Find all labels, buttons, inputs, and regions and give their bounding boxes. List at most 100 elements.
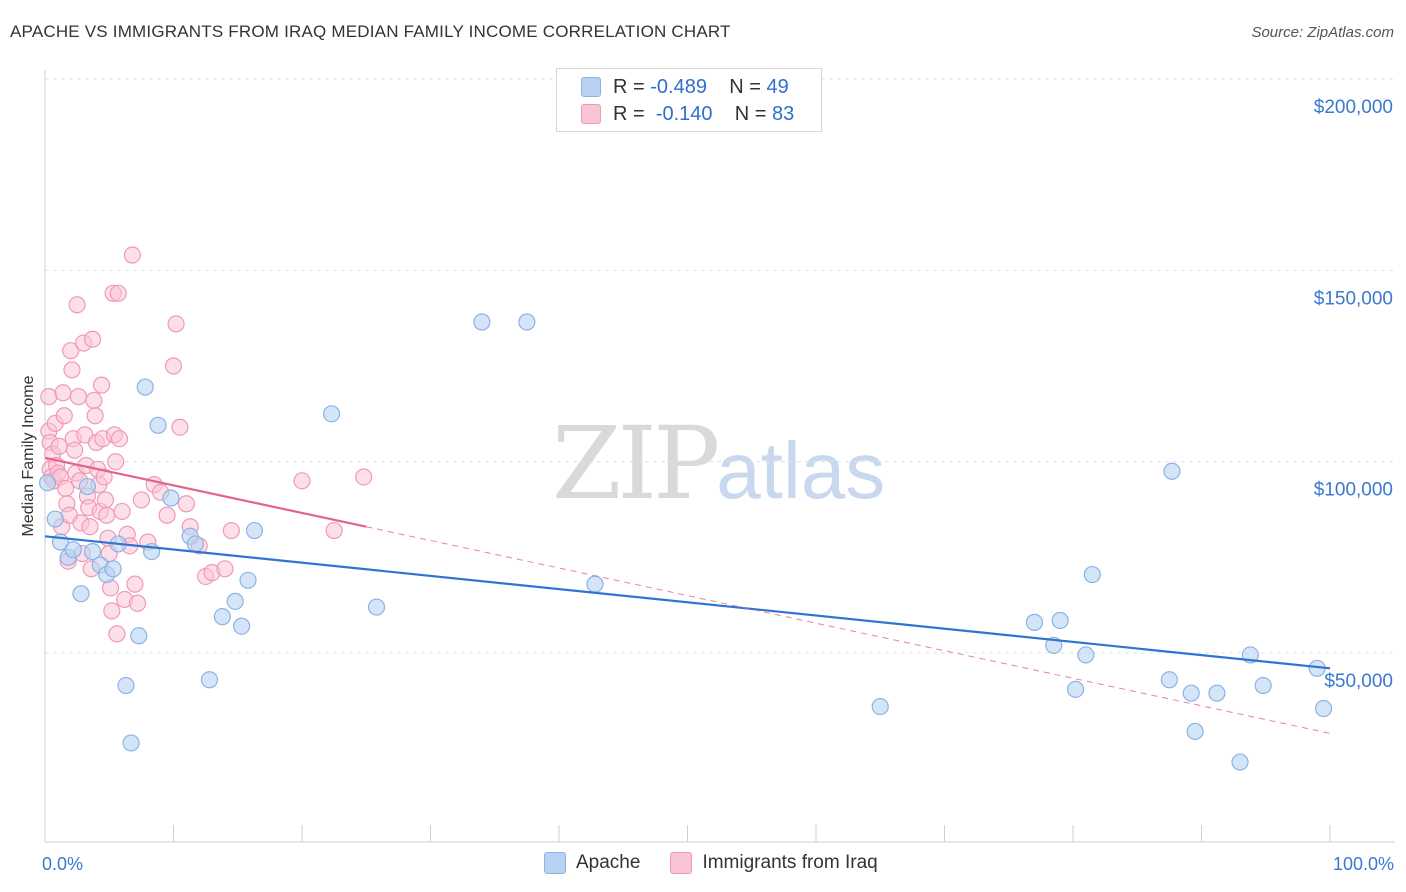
- data-point-apache: [1254, 676, 1272, 695]
- data-point-iraq: [68, 296, 86, 314]
- watermark-zip: ZIP: [552, 405, 720, 522]
- y-tick-label: $150,000: [1314, 288, 1393, 309]
- legend-n-value: 83: [772, 102, 795, 125]
- legend-item-iraq[interactable]: Immigrants from Iraq: [670, 852, 878, 874]
- data-point-apache: [1314, 699, 1333, 718]
- legend-row-iraq: R = -0.140 N = 83: [581, 101, 794, 127]
- data-point-iraq: [216, 560, 234, 578]
- data-point-iraq: [83, 330, 102, 348]
- legend-n-label: N =: [729, 75, 761, 98]
- data-point-apache: [104, 560, 122, 578]
- data-point-apache: [1186, 722, 1204, 741]
- data-point-apache: [46, 510, 64, 528]
- data-point-iraq: [96, 491, 114, 509]
- data-point-apache: [64, 541, 82, 559]
- y-tick-label: $50,000: [1324, 671, 1393, 692]
- data-point-iraq: [92, 376, 111, 394]
- y-tick-label: $200,000: [1314, 97, 1393, 118]
- x-tick-label: 0.0%: [42, 854, 83, 874]
- data-point-iraq: [108, 625, 126, 643]
- data-point-iraq: [56, 479, 75, 498]
- data-point-iraq: [55, 407, 73, 425]
- data-point-apache: [78, 477, 97, 496]
- data-point-iraq: [164, 357, 183, 375]
- data-point-apache: [1182, 684, 1200, 702]
- y-axis-label: Median Family Income: [20, 375, 37, 536]
- data-point-apache: [239, 571, 257, 589]
- source-label: Source: ZipAtlas.com: [1251, 24, 1394, 41]
- data-point-apache: [1160, 671, 1178, 689]
- data-point-iraq: [171, 418, 189, 436]
- data-point-iraq: [107, 453, 125, 471]
- legend-r-label: R =: [613, 102, 645, 125]
- data-point-iraq: [103, 602, 121, 620]
- stats-legend: R = -0.489 N = 49 R = -0.140 N = 83: [556, 68, 822, 132]
- data-point-apache: [1231, 753, 1249, 771]
- trend-line-iraq-extension: [366, 526, 1331, 734]
- legend-label-apache: Apache: [576, 852, 641, 873]
- x-tick-label: 100.0%: [1333, 854, 1394, 874]
- data-point-iraq: [69, 388, 88, 406]
- data-point-iraq: [95, 468, 113, 486]
- data-point-iraq: [126, 575, 144, 593]
- data-point-apache: [186, 535, 204, 553]
- legend-swatch-iraq: [670, 852, 693, 874]
- data-point-apache: [1208, 684, 1226, 702]
- data-point-apache: [38, 474, 57, 492]
- legend-item-apache[interactable]: Apache: [544, 852, 640, 874]
- data-point-apache: [586, 575, 604, 593]
- legend-swatch-apache: [581, 77, 601, 97]
- data-point-apache: [213, 608, 231, 626]
- data-point-iraq: [86, 407, 104, 425]
- legend-swatch-iraq: [581, 104, 601, 124]
- data-point-iraq: [65, 441, 84, 459]
- data-point-apache: [149, 416, 167, 434]
- data-point-iraq: [40, 388, 58, 406]
- watermark-atlas: atlas: [716, 426, 886, 515]
- data-point-apache: [130, 627, 148, 645]
- data-point-apache: [72, 585, 90, 603]
- data-point-apache: [1051, 611, 1069, 630]
- data-point-apache: [162, 489, 180, 507]
- data-point-apache: [1077, 646, 1095, 664]
- trend-line-iraq: [44, 456, 367, 528]
- legend-swatch-apache: [544, 852, 566, 874]
- data-point-iraq: [128, 594, 147, 612]
- data-point-iraq: [355, 468, 373, 486]
- data-point-iraq: [54, 384, 72, 402]
- data-point-iraq: [98, 506, 116, 524]
- data-point-apache: [1083, 565, 1101, 584]
- data-point-apache: [122, 734, 140, 752]
- y-tick-label: $100,000: [1314, 480, 1393, 501]
- grid-lines: [45, 78, 1395, 654]
- data-point-apache: [226, 592, 244, 610]
- data-point-iraq: [222, 521, 240, 540]
- data-point-apache: [518, 313, 536, 331]
- data-point-apache: [473, 313, 491, 331]
- data-point-apache: [245, 521, 264, 540]
- legend-r-value: -0.489: [650, 75, 707, 98]
- legend-n-label: N =: [734, 102, 767, 125]
- series-apache-points: [38, 313, 1333, 771]
- data-point-apache: [136, 378, 154, 396]
- legend-row-apache: R = -0.489 N = 49: [581, 74, 789, 100]
- data-point-apache: [200, 671, 219, 689]
- data-point-apache: [322, 405, 341, 423]
- data-point-iraq: [85, 391, 103, 410]
- data-point-apache: [1025, 613, 1044, 631]
- data-point-apache: [117, 676, 135, 695]
- data-point-iraq: [167, 315, 185, 333]
- trend-line-apache: [44, 535, 1331, 670]
- data-point-iraq: [81, 518, 99, 536]
- data-point-iraq: [62, 342, 80, 360]
- data-point-apache: [871, 697, 889, 716]
- data-point-iraq: [158, 506, 176, 524]
- data-point-iraq: [325, 521, 343, 540]
- tick-labels: $50,000 $100,000 $150,000 $200,000 0.0% 100.0…: [42, 97, 1394, 874]
- series-legend: Apache Immigrants from Iraq: [544, 852, 908, 874]
- data-point-apache: [1163, 462, 1181, 480]
- legend-r-value: -0.140: [655, 102, 713, 125]
- legend-n-value: 49: [766, 75, 789, 98]
- legend-r-label: R =: [613, 75, 645, 98]
- trend-lines: [44, 456, 1331, 734]
